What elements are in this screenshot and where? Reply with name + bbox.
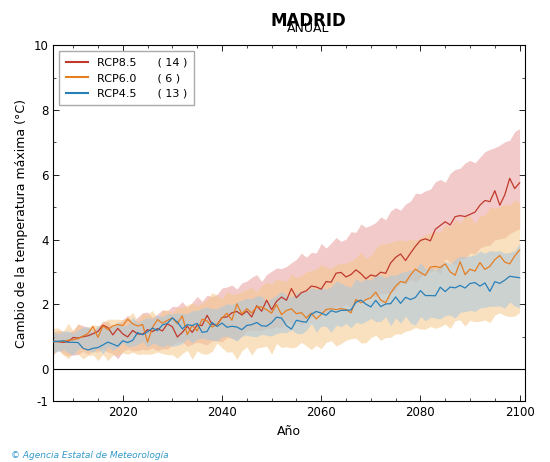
Text: ANUAL: ANUAL <box>287 22 329 35</box>
Legend: RCP8.5      ( 14 ), RCP6.0      ( 6 ), RCP4.5      ( 13 ): RCP8.5 ( 14 ), RCP6.0 ( 6 ), RCP4.5 ( 13… <box>59 51 194 105</box>
Y-axis label: Cambio de la temperatura máxima (°C): Cambio de la temperatura máxima (°C) <box>15 99 28 348</box>
Text: MADRID: MADRID <box>270 12 346 30</box>
X-axis label: Año: Año <box>277 425 301 438</box>
Text: © Agencia Estatal de Meteorología: © Agencia Estatal de Meteorología <box>11 451 169 460</box>
